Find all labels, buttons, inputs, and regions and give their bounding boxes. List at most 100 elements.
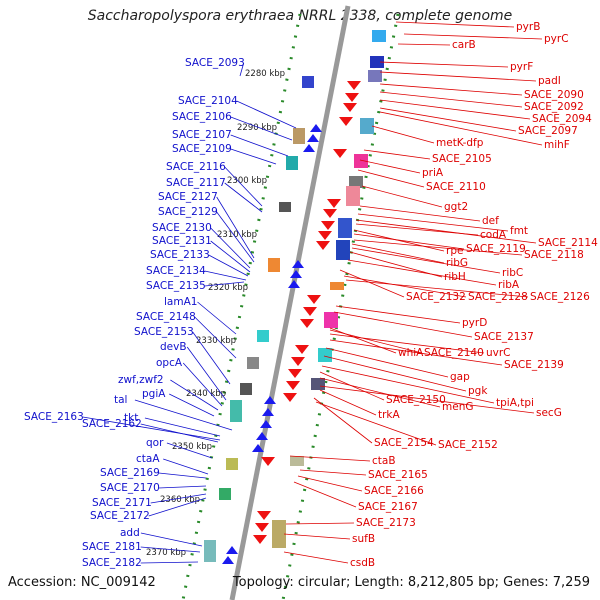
gene-label-right[interactable]: def	[482, 215, 499, 227]
gene-label-right[interactable]: uvrC	[486, 347, 511, 359]
gene-label-left[interactable]: opcA	[156, 357, 183, 369]
leader-line-left	[166, 442, 213, 459]
gene-label-right[interactable]: pyrD	[462, 317, 487, 329]
gene-label-left[interactable]: SACE_2182	[82, 557, 142, 569]
gene-label-right[interactable]: gap	[450, 371, 470, 383]
gene-label-right[interactable]: ribA	[498, 279, 520, 291]
gene-label-left[interactable]: SACE_2171	[92, 497, 152, 509]
gene-arrow-reverse	[286, 381, 300, 390]
gene-arrow-forward	[307, 134, 319, 142]
gene-label-right[interactable]: sufB	[352, 533, 375, 545]
gene-label-right[interactable]: whiA	[398, 347, 424, 359]
gene-label-right[interactable]: metK-dfp	[436, 137, 484, 149]
gene-label-right[interactable]: pyrB	[516, 21, 540, 33]
gene-block-right	[272, 520, 286, 548]
gene-label-left[interactable]: SACE_2148	[136, 311, 196, 323]
leader-line-right	[315, 401, 437, 446]
accession-label: Accession: NC_009142	[8, 575, 156, 590]
gene-label-right[interactable]: SACE_2114	[538, 237, 598, 249]
gene-label-left[interactable]: SACE_2116	[166, 161, 226, 173]
gene-label-left[interactable]: SACE_2127	[158, 191, 218, 203]
gene-label-left[interactable]: SACE_2170	[100, 482, 160, 494]
gene-label-left[interactable]: SACE_2135	[146, 280, 206, 292]
gene-label-right[interactable]: SACE_2167	[358, 501, 418, 513]
gene-label-left[interactable]: SACE_2169	[100, 467, 160, 479]
gene-label-left[interactable]: SACE_2106	[172, 111, 232, 123]
gene-label-right[interactable]: SACE_2110	[426, 181, 486, 193]
gene-label-right[interactable]: SACE_2092	[524, 101, 584, 113]
gene-label-left[interactable]: SACE_2130	[152, 222, 212, 234]
gene-label-right[interactable]: SACE_2154	[374, 437, 434, 449]
gene-label-right[interactable]: fmt	[510, 225, 528, 237]
gene-label-right[interactable]: SACE_2118	[524, 249, 584, 261]
gene-label-left[interactable]: tal	[114, 394, 127, 406]
gene-block-right	[324, 312, 338, 328]
kbp-tick-label: 2360 kbp	[160, 495, 200, 505]
gene-label-right[interactable]: SACE_2165	[368, 469, 428, 481]
gene-label-left[interactable]: qor	[146, 437, 164, 449]
gene-label-right[interactable]: menG	[442, 401, 473, 413]
gene-label-right[interactable]: SACE_2137	[474, 331, 534, 343]
gene-label-right[interactable]: SACE_2173	[356, 517, 416, 529]
gene-label-left[interactable]: tkt	[124, 412, 138, 424]
gene-label-left[interactable]: SACE_2109	[172, 143, 232, 155]
gene-label-left[interactable]: SACE_2181	[82, 541, 142, 553]
gene-label-right[interactable]: SACE_2090	[524, 89, 584, 101]
gene-label-right[interactable]: SACE_2128	[468, 291, 528, 303]
gene-label-right[interactable]: SACE_2139	[504, 359, 564, 371]
gene-label-right[interactable]: SACE_2105	[432, 153, 492, 165]
gene-label-right[interactable]: SACE_2150	[386, 394, 446, 406]
gene-label-left[interactable]: pgiA	[142, 388, 166, 400]
gene-arrow-reverse	[291, 357, 305, 366]
leader-line-left	[197, 301, 237, 335]
gene-label-right[interactable]: ribG	[446, 257, 468, 269]
gene-block-left	[286, 156, 298, 170]
leader-line-right	[403, 33, 543, 40]
gene-label-right[interactable]: tpiA,tpi	[496, 397, 534, 409]
gene-label-right[interactable]: trkA	[378, 409, 401, 421]
gene-label-right[interactable]: SACE_2152	[438, 439, 498, 451]
leader-line-right	[313, 397, 373, 444]
gene-label-left[interactable]: lamA1	[164, 296, 197, 308]
gene-label-left[interactable]: SACE_2117	[166, 177, 226, 189]
gene-label-left[interactable]: SACE_2172	[90, 510, 150, 522]
leader-line-right	[335, 305, 461, 324]
gene-label-left[interactable]: zwf,zwf2	[118, 374, 164, 386]
gene-label-right[interactable]: carB	[452, 39, 476, 51]
gene-label-left[interactable]: SACE_2153	[134, 326, 194, 338]
gene-label-right[interactable]: priA	[422, 167, 444, 179]
gene-label-right[interactable]: SACE_2126	[530, 291, 590, 303]
gene-label-left[interactable]: SACE_2134	[146, 265, 206, 277]
gene-label-right[interactable]: ribH	[444, 271, 466, 283]
gene-label-right[interactable]: SACE_2094	[532, 113, 592, 125]
gene-label-left[interactable]: SACE_2129	[158, 206, 218, 218]
gene-label-right[interactable]: SACE_2140	[424, 347, 484, 359]
gene-label-right[interactable]: ribC	[502, 267, 523, 279]
gene-label-right[interactable]: pgk	[468, 385, 488, 397]
gene-label-left[interactable]: SACE_2133	[150, 249, 210, 261]
gene-label-right[interactable]: codA	[480, 229, 507, 241]
gene-label-right[interactable]: SACE_2119	[466, 243, 526, 255]
gene-label-right[interactable]: secG	[536, 407, 562, 419]
leader-line-left	[216, 211, 255, 263]
gene-label-right[interactable]: mihF	[544, 139, 570, 151]
gene-label-right[interactable]: SACE_2097	[518, 125, 578, 137]
gene-label-right[interactable]: SACE_2132	[406, 291, 466, 303]
gene-label-right[interactable]: ctaB	[372, 455, 396, 467]
gene-label-left[interactable]: SACE_2107	[172, 129, 232, 141]
gene-label-left[interactable]: devB	[160, 341, 187, 353]
gene-label-right[interactable]: csdB	[350, 557, 375, 569]
gene-label-left[interactable]: SACE_2162	[82, 418, 142, 430]
gene-label-right[interactable]: padI	[538, 75, 561, 87]
gene-label-left[interactable]: SACE_2104	[178, 95, 238, 107]
gene-label-right[interactable]: pyrF	[510, 61, 533, 73]
gene-label-left[interactable]: ctaA	[136, 453, 160, 465]
gene-label-left[interactable]: add	[120, 527, 140, 539]
leader-line-right	[297, 475, 363, 492]
gene-label-left[interactable]: SACE_2163	[24, 411, 84, 423]
gene-label-right[interactable]: pyrC	[544, 33, 569, 45]
gene-label-left[interactable]: SACE_2131	[152, 235, 212, 247]
gene-label-right[interactable]: ggt2	[444, 201, 468, 213]
gene-label-right[interactable]: SACE_2166	[364, 485, 424, 497]
gene-label-left[interactable]: SACE_2093	[185, 57, 245, 69]
